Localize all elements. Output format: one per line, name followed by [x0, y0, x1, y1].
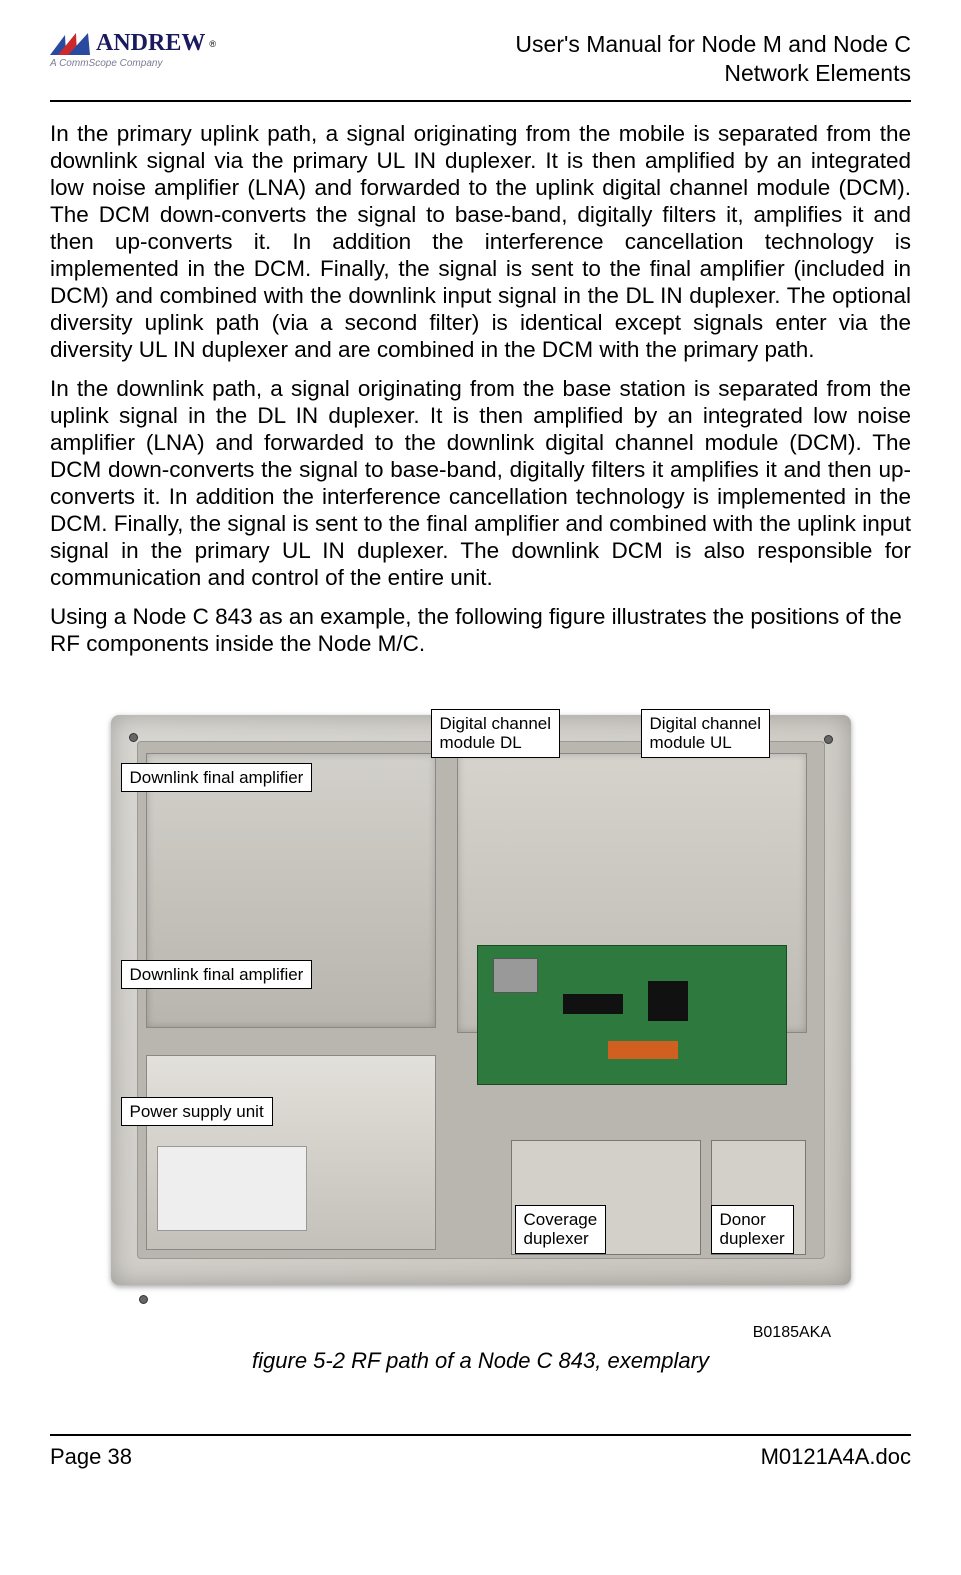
callout-donor-duplexer: Donor duplexer [711, 1205, 794, 1254]
logo-top: ANDREW ® [50, 30, 216, 57]
callout-dcm-dl: Digital channel module DL [431, 709, 561, 758]
callout-line: module UL [650, 733, 762, 753]
callout-line: Coverage [524, 1210, 598, 1230]
paragraph-1: In the primary uplink path, a signal ori… [50, 120, 911, 363]
footer-page: Page 38 [50, 1444, 132, 1470]
logo-subtitle: A CommScope Company [50, 58, 216, 69]
header-title-line2: Network Elements [515, 59, 911, 88]
callout-dcm-ul: Digital channel module UL [641, 709, 771, 758]
figure-code: B0185AKA [50, 1324, 831, 1342]
footer-doc: M0121A4A.doc [761, 1444, 911, 1470]
psu-module [146, 1055, 436, 1250]
paragraph-2: In the downlink path, a signal originati… [50, 375, 911, 591]
page-header: ANDREW ® A CommScope Company User's Manu… [50, 30, 911, 102]
callout-line: module DL [440, 733, 552, 753]
callout-downlink-amp-2: Downlink final amplifier [121, 960, 313, 990]
logo-name: ANDREW [96, 30, 205, 57]
callout-line: Digital channel [440, 714, 552, 734]
header-title: User's Manual for Node M and Node C Netw… [515, 30, 911, 88]
callout-text: Downlink final amplifier [130, 768, 304, 787]
header-title-line1: User's Manual for Node M and Node C [515, 30, 911, 59]
registered-icon: ® [209, 39, 216, 49]
figure-node-c-843: Downlink final amplifier Digital channel… [111, 685, 851, 1320]
figure-caption: figure 5-2 RF path of a Node C 843, exem… [50, 1348, 911, 1374]
callout-text: Power supply unit [130, 1102, 264, 1121]
callout-downlink-amp-1: Downlink final amplifier [121, 763, 313, 793]
callout-coverage-duplexer: Coverage duplexer [515, 1205, 607, 1254]
page-footer: Page 38 M0121A4A.doc [50, 1434, 911, 1470]
device-enclosure [111, 715, 851, 1285]
callout-psu: Power supply unit [121, 1097, 273, 1127]
andrew-arrows-icon [50, 33, 92, 55]
callout-text: Downlink final amplifier [130, 965, 304, 984]
paragraph-3: Using a Node C 843 as an example, the fo… [50, 603, 911, 657]
callout-line: Digital channel [650, 714, 762, 734]
callout-line: Donor [720, 1210, 785, 1230]
pcb-board [477, 945, 787, 1085]
logo-block: ANDREW ® A CommScope Company [50, 30, 216, 69]
callout-line: duplexer [720, 1229, 785, 1249]
callout-line: duplexer [524, 1229, 598, 1249]
